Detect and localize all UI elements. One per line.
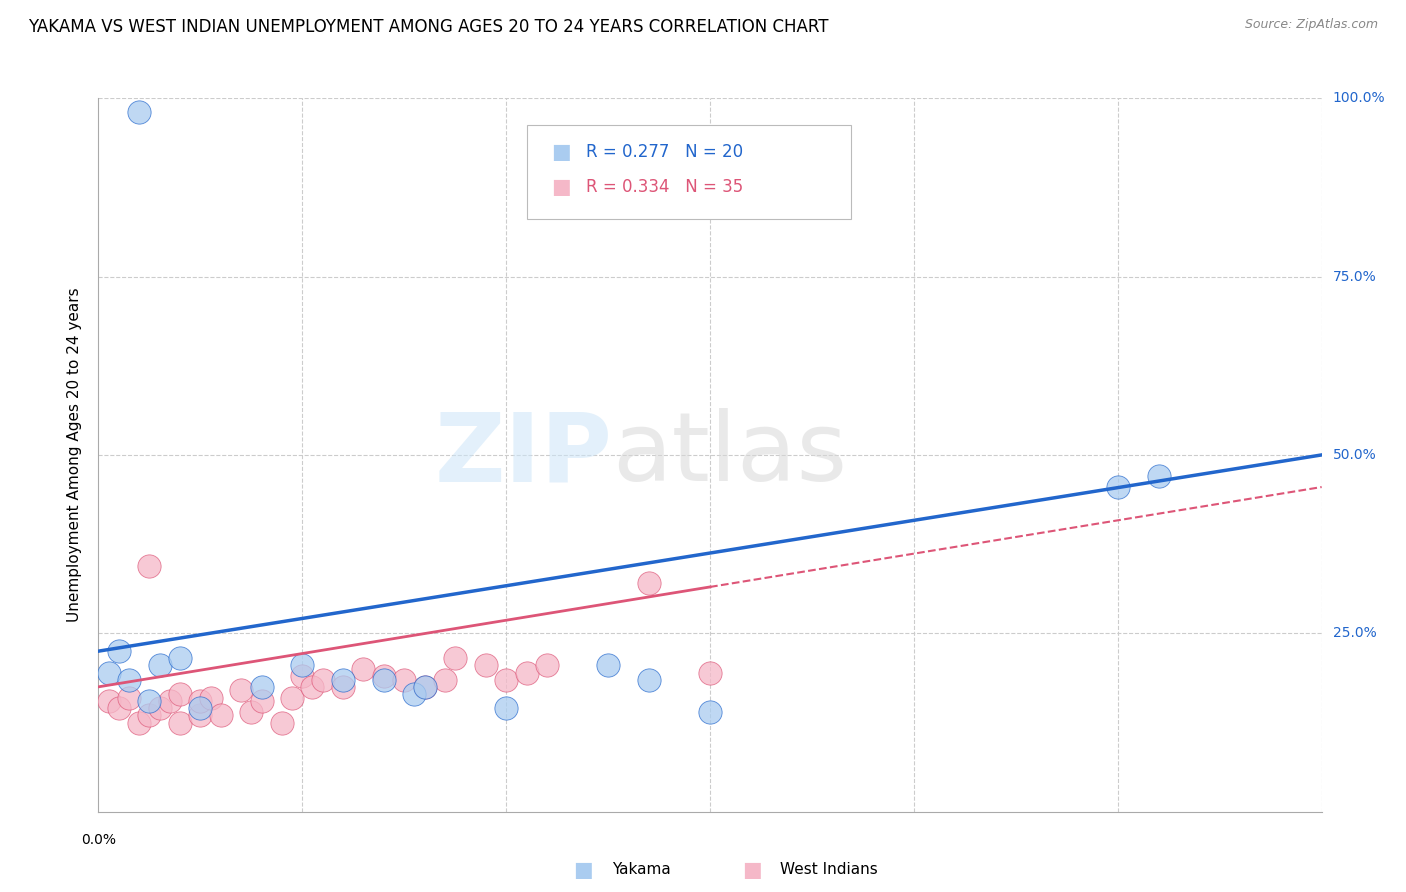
Text: 75.0%: 75.0% xyxy=(1333,269,1376,284)
Point xyxy=(138,708,160,723)
Point xyxy=(495,673,517,687)
Point xyxy=(699,705,721,719)
Point xyxy=(598,658,620,673)
Point xyxy=(392,673,416,687)
Point xyxy=(413,680,436,694)
Point xyxy=(97,694,120,708)
Point xyxy=(434,673,457,687)
Point xyxy=(1107,480,1129,494)
Point xyxy=(352,662,374,676)
Point xyxy=(200,690,222,705)
Point xyxy=(373,673,395,687)
Point xyxy=(97,665,120,680)
Point xyxy=(281,690,304,705)
Point xyxy=(188,694,212,708)
Point xyxy=(149,701,172,715)
Point xyxy=(699,665,721,680)
Point xyxy=(536,658,558,673)
Point xyxy=(149,658,172,673)
Point xyxy=(250,694,273,708)
Point xyxy=(159,694,181,708)
Point xyxy=(637,576,661,591)
Point xyxy=(291,658,314,673)
Point xyxy=(270,715,294,730)
Point xyxy=(188,701,212,715)
Text: R = 0.334   N = 35: R = 0.334 N = 35 xyxy=(586,178,744,196)
Text: 0.0%: 0.0% xyxy=(82,833,115,847)
Point xyxy=(373,669,395,683)
Point xyxy=(118,673,141,687)
Point xyxy=(474,658,498,673)
Text: ■: ■ xyxy=(551,142,571,161)
Point xyxy=(231,683,253,698)
Text: Yakama: Yakama xyxy=(612,863,671,877)
Point xyxy=(250,680,273,694)
Text: YAKAMA VS WEST INDIAN UNEMPLOYMENT AMONG AGES 20 TO 24 YEARS CORRELATION CHART: YAKAMA VS WEST INDIAN UNEMPLOYMENT AMONG… xyxy=(28,18,828,36)
Text: 100.0%: 100.0% xyxy=(1333,91,1385,105)
Point xyxy=(312,673,335,687)
Point xyxy=(138,694,160,708)
Point xyxy=(301,680,323,694)
Point xyxy=(1147,469,1170,483)
Point xyxy=(108,701,131,715)
Y-axis label: Unemployment Among Ages 20 to 24 years: Unemployment Among Ages 20 to 24 years xyxy=(67,287,83,623)
Point xyxy=(413,680,436,694)
Point xyxy=(128,105,150,120)
Point xyxy=(332,680,354,694)
Point xyxy=(188,708,212,723)
Point xyxy=(209,708,232,723)
Point xyxy=(169,687,191,701)
Text: ■: ■ xyxy=(551,178,571,197)
Text: ■: ■ xyxy=(742,860,762,880)
Text: ZIP: ZIP xyxy=(434,409,612,501)
Point xyxy=(444,651,467,665)
Text: R = 0.277   N = 20: R = 0.277 N = 20 xyxy=(586,143,744,161)
Point xyxy=(291,669,314,683)
Point xyxy=(138,558,160,573)
Text: atlas: atlas xyxy=(612,409,848,501)
Point xyxy=(108,644,131,658)
Point xyxy=(404,687,426,701)
Text: 50.0%: 50.0% xyxy=(1333,448,1376,462)
Point xyxy=(240,705,263,719)
Text: 25.0%: 25.0% xyxy=(1333,626,1376,640)
Point xyxy=(169,715,191,730)
Text: Source: ZipAtlas.com: Source: ZipAtlas.com xyxy=(1244,18,1378,31)
Point xyxy=(495,701,517,715)
Text: West Indians: West Indians xyxy=(780,863,879,877)
Point xyxy=(118,690,141,705)
Text: ■: ■ xyxy=(574,860,593,880)
Point xyxy=(332,673,354,687)
Point xyxy=(637,673,661,687)
Point xyxy=(128,715,150,730)
Point xyxy=(516,665,538,680)
Point xyxy=(169,651,191,665)
